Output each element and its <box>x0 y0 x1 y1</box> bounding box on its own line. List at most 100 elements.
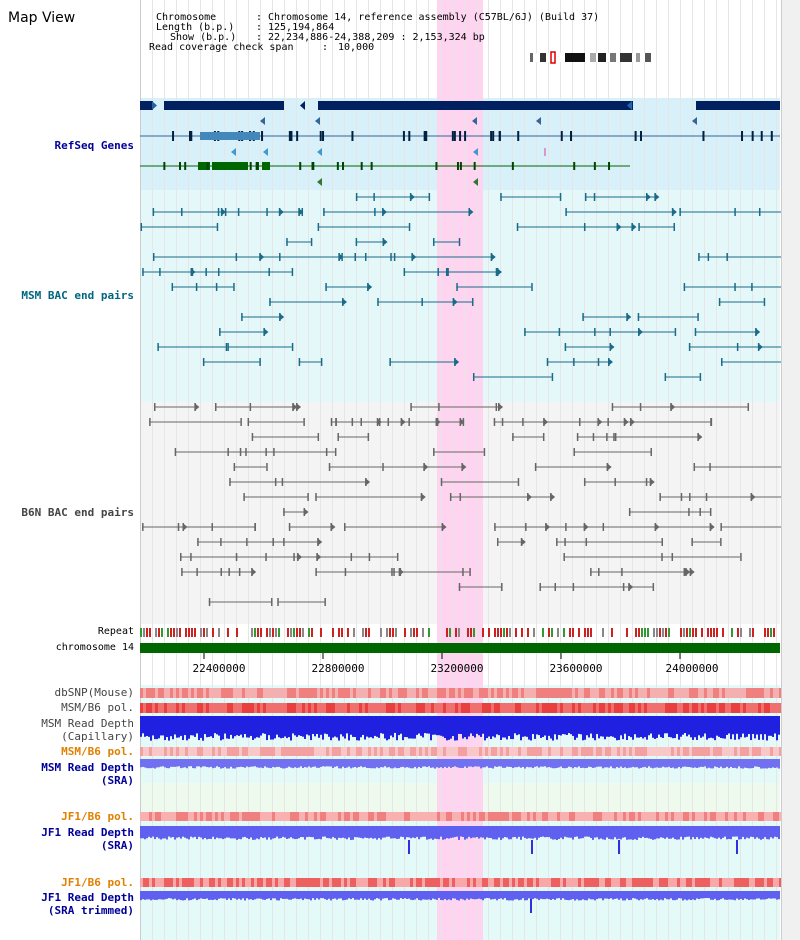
repeat-mark <box>635 628 637 637</box>
heat-cell <box>647 688 650 698</box>
heat-cell <box>335 747 338 756</box>
heat-cell <box>437 878 440 887</box>
heat-cell <box>359 747 362 756</box>
track-label-msm-depth-capillary[interactable]: MSM Read Depth <box>41 717 134 730</box>
heat-cell <box>269 688 272 698</box>
depth-bar <box>648 891 650 900</box>
depth-bar <box>588 891 590 899</box>
heat-cell <box>410 688 413 698</box>
depth-bar <box>604 759 606 768</box>
heat-cell <box>485 812 488 821</box>
bac-end <box>235 253 238 261</box>
depth-bar <box>690 891 692 901</box>
depth-bar <box>168 716 170 741</box>
heat-cell <box>170 812 173 821</box>
heat-cell <box>671 812 674 821</box>
depth-bar <box>146 891 148 900</box>
track-label-dbsnp[interactable]: dbSNP(Mouse) <box>54 686 134 699</box>
heat-cell <box>227 878 230 887</box>
depth-bar <box>730 716 732 740</box>
heat-cell <box>575 878 578 887</box>
bac-end-arrow <box>338 253 344 261</box>
heat-cell <box>323 703 326 713</box>
depth-bar <box>206 759 208 768</box>
track-label-msm-bac[interactable]: MSM BAC end pairs <box>21 289 134 302</box>
heat-cell <box>266 688 269 698</box>
info-sep: : <box>322 42 329 53</box>
heat-cell <box>407 812 410 821</box>
depth-bar <box>742 891 744 900</box>
depth-bar <box>266 716 268 741</box>
heat-cell <box>377 878 380 887</box>
track-label-jf1-depth[interactable]: JF1 Read Depth <box>41 826 134 839</box>
gene-block <box>696 101 780 110</box>
heat-cell <box>443 747 446 756</box>
depth-bar <box>338 826 340 838</box>
depth-bar <box>412 759 414 769</box>
heat-cell <box>743 747 746 756</box>
depth-bar <box>162 891 164 900</box>
track-label-refseq[interactable]: RefSeq Genes <box>54 139 134 152</box>
gene-exon <box>296 131 299 141</box>
heat-cell <box>188 747 191 756</box>
depth-bar <box>292 891 294 899</box>
depth-bar <box>770 826 772 838</box>
depth-bar <box>516 891 518 900</box>
repeat-mark <box>203 628 205 637</box>
depth-bar <box>488 891 490 899</box>
depth-bar <box>654 759 656 768</box>
heat-cell <box>143 703 146 713</box>
depth-bar <box>268 759 270 768</box>
depth-bar <box>520 826 522 840</box>
heat-cell <box>407 747 410 756</box>
vertical-scrollbar[interactable] <box>781 0 800 940</box>
depth-bar <box>694 716 696 738</box>
track-label-jf1-b6-pol[interactable]: JF1/B6 pol. <box>61 810 134 823</box>
track-label-msm-depth-sra[interactable]: MSM Read Depth <box>41 761 134 774</box>
heat-cell <box>314 703 317 713</box>
depth-bar <box>182 759 184 768</box>
depth-bar <box>578 759 580 767</box>
track-label-b6n-bac[interactable]: B6N BAC end pairs <box>21 506 134 519</box>
track-label-msm-b6-pol[interactable]: MSM/B6 pol. <box>61 701 134 714</box>
depth-bar <box>756 826 758 838</box>
heat-cell <box>506 688 509 698</box>
depth-bar <box>436 716 438 736</box>
track-label-sra-trimmed: (SRA trimmed) <box>47 904 134 917</box>
track-label-jf1-depth-trimmed[interactable]: JF1 Read Depth <box>41 891 134 904</box>
heat-cell <box>212 812 215 821</box>
track-label-msm-b6-pol-sra[interactable]: MSM/B6 pol. <box>61 745 134 758</box>
heat-cell <box>464 812 467 821</box>
depth-bar <box>200 759 202 768</box>
heat-cell <box>641 747 644 756</box>
heat-cell <box>638 747 641 756</box>
depth-bar <box>198 759 200 767</box>
depth-bar <box>640 759 642 768</box>
depth-bar <box>516 826 518 839</box>
depth-bar <box>306 826 308 838</box>
depth-bar <box>688 759 690 768</box>
heat-cell <box>281 812 284 821</box>
heat-cell <box>380 688 383 698</box>
heat-cell <box>350 688 353 698</box>
heat-cell <box>626 812 629 821</box>
heat-cell <box>677 878 680 887</box>
depth-bar <box>496 716 498 735</box>
depth-bar <box>526 826 528 839</box>
track-label-jf1-b6-pol-2[interactable]: JF1/B6 pol. <box>61 876 134 889</box>
repeat-mark <box>659 628 661 637</box>
depth-bar <box>276 891 278 901</box>
heat-cell <box>545 688 548 698</box>
depth-bar <box>600 891 602 899</box>
depth-bar <box>462 826 464 837</box>
depth-bar <box>438 759 440 768</box>
heat-cell <box>779 703 782 713</box>
depth-bar <box>466 826 468 839</box>
heat-cell <box>611 747 614 756</box>
depth-bar <box>674 891 676 901</box>
heat-cell <box>515 688 518 698</box>
gene-block <box>318 101 633 110</box>
heat-cell <box>347 747 350 756</box>
repeat-mark <box>395 628 397 637</box>
